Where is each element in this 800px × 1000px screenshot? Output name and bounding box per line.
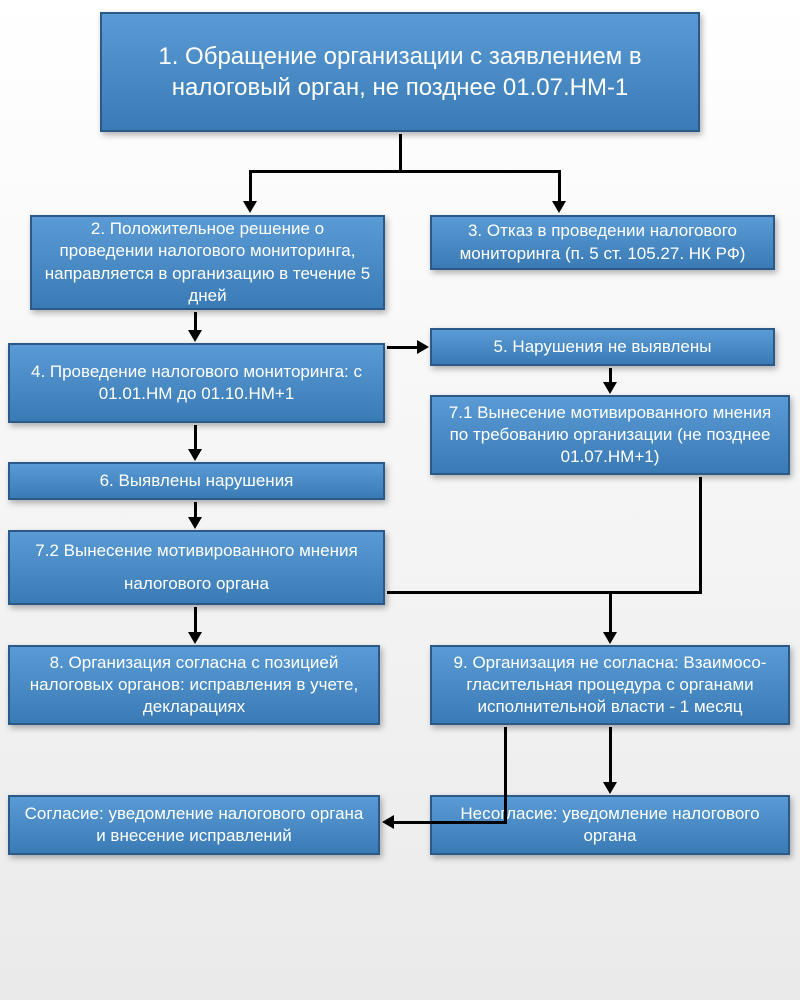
flowchart-node-4: 4. Проведение налогового мониторинга: с …	[8, 343, 385, 423]
flowchart-node-7-1: 7.1 Вынесение мотивированного мнения по …	[430, 395, 790, 475]
flowchart-node-8: 8. Организация согласна с позицией налог…	[8, 645, 380, 725]
edge-72-9-h	[387, 591, 612, 594]
flowchart-node-10: Согласие: уведомление налогового органа …	[8, 795, 380, 855]
flowchart-node-7-2: 7.2 Вынесение мотивированного мнения нал…	[8, 530, 385, 605]
edge-9-10-head	[382, 815, 394, 829]
edge-6-72	[194, 502, 197, 517]
edge-71-9-h	[609, 591, 702, 594]
edge-9-11	[609, 727, 612, 782]
edge-9-10-h	[394, 821, 507, 824]
edge-1-2-head	[243, 201, 257, 213]
edge-4-6	[194, 425, 197, 449]
edge-72-8	[194, 607, 197, 632]
edge-4-5-head	[417, 340, 429, 354]
flowchart-node-3: 3. Отказ в проведении налогового монитор…	[430, 215, 775, 270]
edge-2-4-head	[188, 330, 202, 342]
edge-71-9-v	[699, 477, 702, 594]
flowchart-node-9: 9. Организация не согласна: Взаимосо­гла…	[430, 645, 790, 725]
flowchart-node-11: Несогласие: уведомление налогового орган…	[430, 795, 790, 855]
edge-1-3-h	[399, 170, 561, 173]
edge-4-5	[387, 346, 417, 349]
flowchart-node-6: 6. Выявлены нарушения	[8, 462, 385, 500]
edge-4-6-head	[188, 449, 202, 461]
edge-5-71	[609, 368, 612, 382]
edge-1-2	[399, 134, 402, 170]
edge-1-2-v2	[249, 170, 252, 201]
edge-72-8-head	[188, 632, 202, 644]
edge-1-2-h	[249, 170, 402, 173]
edge-1-3-v2	[558, 170, 561, 201]
edge-2-4	[194, 312, 197, 330]
edge-6-72-head	[188, 517, 202, 529]
edge-72-9-v	[609, 591, 612, 632]
edge-9-11-head	[603, 782, 617, 794]
edge-5-71-head	[603, 382, 617, 394]
edge-9-10-v	[504, 727, 507, 824]
flowchart-node-1: 1. Обращение организации с заявлением в …	[100, 12, 700, 132]
flowchart-node-5: 5. Нарушения не выявлены	[430, 328, 775, 366]
edge-1-3-head	[552, 201, 566, 213]
edge-72-9-head	[603, 632, 617, 644]
flowchart-node-2: 2. Положительное решение о проведении на…	[30, 215, 385, 310]
